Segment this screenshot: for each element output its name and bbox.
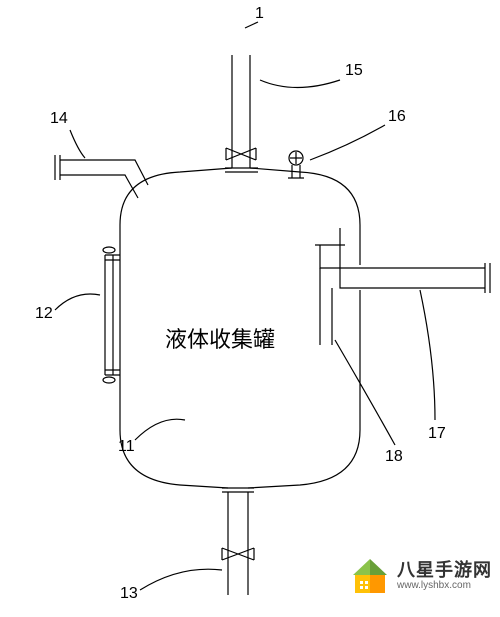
bottom-valve — [222, 548, 254, 560]
label-13: 13 — [120, 585, 138, 603]
leader-16 — [310, 125, 385, 160]
tank-dome-top — [120, 168, 360, 225]
ref-1: 1 — [255, 5, 264, 23]
watermark-name: 八星手游网 — [397, 561, 492, 581]
label-11: 11 — [118, 438, 135, 456]
tank-neck-bottom — [222, 488, 254, 492]
instrument-cross — [290, 152, 302, 164]
leader-12 — [55, 294, 100, 310]
leader-11 — [135, 419, 185, 440]
label-17: 17 — [428, 425, 446, 443]
tank-dome-bottom — [120, 430, 360, 488]
label-18: 18 — [385, 448, 403, 466]
leader-18 — [335, 340, 395, 445]
label-12: 12 — [35, 305, 53, 323]
label-16: 16 — [388, 108, 406, 126]
tank-center-label: 液体收集罐 — [165, 322, 275, 354]
house-logo-icon — [349, 555, 391, 597]
inner-downpipe — [320, 268, 332, 345]
tank-diagram — [0, 0, 500, 617]
site-watermark: 八星手游网 www.lyshbx.com — [349, 555, 492, 597]
leader-13 — [140, 569, 222, 590]
sight-glass — [105, 255, 120, 375]
label-14: 14 — [50, 110, 68, 128]
left-inlet — [55, 155, 148, 198]
right-outlet — [315, 228, 490, 293]
leader-17 — [420, 290, 435, 420]
leader-14 — [70, 130, 85, 158]
leader-15 — [260, 80, 340, 88]
label-15: 15 — [345, 62, 363, 80]
watermark-url: www.lyshbx.com — [397, 580, 492, 591]
sight-glass-cap-top — [103, 247, 115, 253]
tank-neck-top — [225, 168, 258, 172]
bottom-pipe — [228, 492, 248, 595]
sight-glass-cap-bot — [103, 377, 115, 383]
top-valve — [226, 148, 256, 160]
